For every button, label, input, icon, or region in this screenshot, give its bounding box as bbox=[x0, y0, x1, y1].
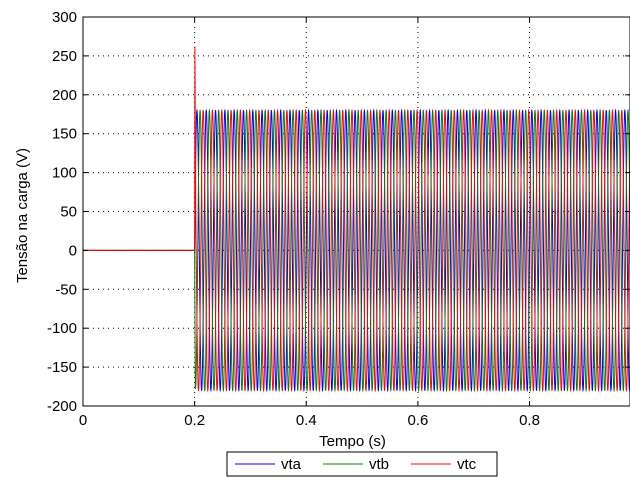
y-tick-label: 300 bbox=[52, 9, 77, 26]
y-tick-label: -200 bbox=[47, 398, 77, 415]
y-tick-label: -50 bbox=[55, 281, 77, 298]
y-tick-label: -100 bbox=[47, 320, 77, 337]
x-tick-label: 0.2 bbox=[184, 412, 205, 429]
x-tick-label: 0.4 bbox=[296, 412, 317, 429]
x-tick-label: 0.6 bbox=[407, 412, 428, 429]
y-tick-label: 0 bbox=[69, 242, 77, 259]
y-tick-label: 200 bbox=[52, 87, 77, 104]
legend-label-vtb: vtb bbox=[369, 456, 389, 473]
y-tick-label: -150 bbox=[47, 359, 77, 376]
y-tick-label: 50 bbox=[60, 204, 77, 221]
series-line-vtb bbox=[83, 108, 630, 393]
series-traces bbox=[83, 46, 630, 393]
x-tick-label: 0.8 bbox=[519, 412, 540, 429]
y-tick-label: 250 bbox=[52, 48, 77, 65]
axis-ticks: -200 -150 -100 -50 0 50 100 150 200 250 300 0 0.2 0.4… bbox=[47, 9, 630, 429]
y-axis-label: Tensão na carga (V) bbox=[14, 148, 31, 283]
y-tick-label: 100 bbox=[52, 165, 77, 182]
x-tick-label: 0 bbox=[79, 412, 87, 429]
series-line-vtc bbox=[83, 46, 630, 393]
legend-label-vta: vta bbox=[281, 456, 302, 473]
series-line-vta bbox=[83, 108, 630, 393]
legend: vta vtb vtc bbox=[226, 451, 498, 477]
y-tick-label: 150 bbox=[52, 126, 77, 143]
legend-label-vtc: vtc bbox=[457, 456, 477, 473]
x-axis-label: Tempo (s) bbox=[319, 433, 386, 450]
